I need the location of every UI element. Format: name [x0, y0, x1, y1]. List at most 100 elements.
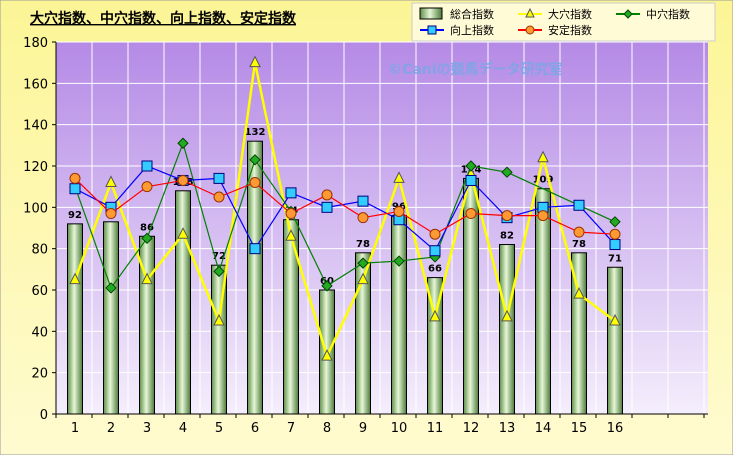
- legend-swatch-bar: [419, 7, 443, 20]
- square-marker: [249, 243, 261, 255]
- y-tick-label: 180: [23, 36, 48, 51]
- x-axis-ticks: 1 2 3 4 5 6 7 8 9 10 11 12 13 14 15 16: [55, 414, 705, 436]
- bar-data-label: 78: [356, 239, 370, 250]
- legend-item: 大穴指数: [518, 7, 592, 21]
- square-marker: [321, 201, 333, 213]
- square-marker: [213, 172, 225, 184]
- bar-data-label: 109: [533, 175, 554, 186]
- bar: [67, 223, 83, 415]
- diamond-marker: [141, 232, 153, 245]
- bar: [283, 219, 299, 415]
- triangle-marker: [285, 229, 297, 241]
- circle-marker: [249, 177, 261, 189]
- circle-marker: [573, 226, 585, 238]
- triangle-marker: [525, 7, 535, 18]
- bar: [175, 190, 191, 415]
- bar: [391, 215, 407, 415]
- diamond-marker: [321, 280, 333, 292]
- x-tick-label: 1: [71, 421, 79, 436]
- triangle-marker: [69, 272, 81, 285]
- circle-marker: [465, 208, 477, 220]
- bar-data-label: 86: [140, 222, 154, 233]
- bar: [499, 244, 515, 415]
- diamond-marker: [213, 265, 225, 278]
- series-line: [73, 62, 616, 360]
- y-tick-label: 140: [23, 119, 48, 134]
- triangle-marker: [501, 309, 513, 322]
- circle-marker: [213, 191, 225, 203]
- diamond-marker: [623, 9, 633, 19]
- legend-box: [411, 2, 716, 42]
- chart-title: 大穴指数、中穴指数、向上指数、安定指数: [30, 10, 297, 27]
- circle-marker: [501, 210, 513, 222]
- bar-data-label: 78: [572, 239, 586, 250]
- circle-marker: [321, 189, 333, 201]
- x-tick-label: 10: [391, 421, 408, 436]
- triangle-marker: [393, 171, 405, 183]
- x-tick-label: 7: [287, 421, 295, 436]
- diamond-marker: [177, 137, 189, 149]
- square-marker: [141, 160, 153, 172]
- diamond-marker: [465, 160, 477, 172]
- triangle-marker: [429, 309, 441, 322]
- square-marker: [285, 187, 297, 199]
- bar-data-label: 82: [500, 231, 514, 242]
- grid-lines: [55, 41, 708, 414]
- bar-data-label: 92: [68, 210, 82, 221]
- legend-label: 総合指数: [450, 7, 494, 21]
- legend-label: 中穴指数: [646, 7, 690, 21]
- circle-marker: [393, 205, 405, 217]
- diamond-marker: [501, 166, 513, 178]
- x-tick-label: 9: [359, 421, 367, 436]
- circle-marker: [141, 181, 153, 193]
- circle-marker: [525, 25, 535, 35]
- y-tick-label: 0: [40, 408, 48, 423]
- diamond-marker: [393, 255, 405, 267]
- square-marker: [609, 239, 621, 251]
- circle-marker: [285, 208, 297, 220]
- bar-data-label: 72: [212, 251, 226, 262]
- triangle-marker: [609, 313, 621, 326]
- series-line: [74, 177, 616, 235]
- circle-marker: [537, 210, 549, 222]
- watermark: ©Caniの競馬データ研究室: [388, 61, 563, 78]
- triangle-marker: [213, 313, 225, 326]
- diamond-marker: [609, 216, 621, 228]
- triangle-marker: [573, 287, 585, 299]
- x-tick-label: 11: [427, 421, 444, 436]
- triangle-marker: [177, 227, 189, 239]
- series-circle: [69, 172, 621, 240]
- circle-marker: [609, 228, 621, 240]
- x-tick-label: 14: [535, 421, 552, 436]
- bar-data-label: 132: [245, 127, 266, 138]
- circle-marker: [177, 174, 189, 186]
- x-tick-label: 15: [571, 421, 588, 436]
- series-triangle: [69, 55, 621, 361]
- square-marker: [465, 174, 477, 186]
- line-series: [69, 55, 621, 361]
- x-tick-label: 3: [143, 421, 151, 436]
- y-tick-label: 80: [31, 243, 48, 258]
- square-marker: [357, 195, 369, 207]
- circle-marker: [69, 172, 81, 184]
- triangle-marker: [357, 272, 369, 285]
- bar: [535, 188, 551, 415]
- square-marker: [69, 183, 81, 195]
- x-tick-label: 6: [251, 421, 259, 436]
- diamond-marker: [105, 282, 117, 294]
- x-tick-label: 13: [499, 421, 516, 436]
- triangle-marker: [537, 150, 549, 163]
- bar: [103, 221, 119, 415]
- square-marker: [573, 199, 585, 211]
- circle-marker: [429, 228, 441, 240]
- triangle-marker: [249, 55, 261, 68]
- legend-item: 総合指数: [419, 7, 494, 21]
- x-tick-label: 12: [463, 421, 480, 436]
- circle-marker: [105, 208, 117, 220]
- x-tick-label: 16: [607, 421, 624, 436]
- y-axis-ticks: 0 20 40 60 80 100 120 140 160 180: [23, 36, 56, 423]
- bar-data-label: 71: [608, 253, 622, 264]
